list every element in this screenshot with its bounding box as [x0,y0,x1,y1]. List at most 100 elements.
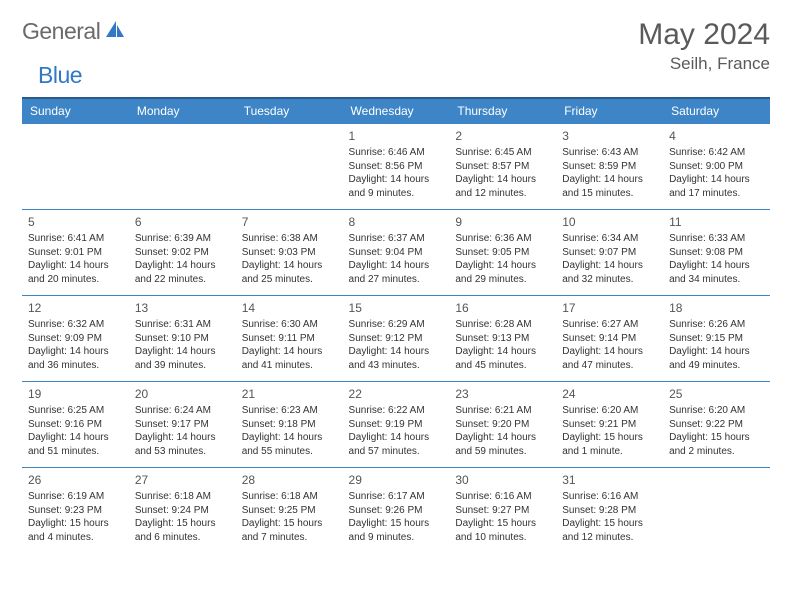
calendar-cell: 28Sunrise: 6:18 AMSunset: 9:25 PMDayligh… [236,468,343,554]
daylight-line: Daylight: 14 hours and 22 minutes. [135,259,230,286]
sunset-line: Sunset: 9:04 PM [349,246,444,260]
day-number: 2 [455,128,550,144]
calendar-cell: 27Sunrise: 6:18 AMSunset: 9:24 PMDayligh… [129,468,236,554]
day-number: 3 [562,128,657,144]
sunrise-line: Sunrise: 6:32 AM [28,318,123,332]
calendar-week-row: 26Sunrise: 6:19 AMSunset: 9:23 PMDayligh… [22,468,770,554]
calendar-cell: 3Sunrise: 6:43 AMSunset: 8:59 PMDaylight… [556,124,663,210]
sunset-line: Sunset: 8:57 PM [455,160,550,174]
sunrise-line: Sunrise: 6:42 AM [669,146,764,160]
day-number: 21 [242,386,337,402]
sunrise-line: Sunrise: 6:19 AM [28,490,123,504]
sunrise-line: Sunrise: 6:37 AM [349,232,444,246]
daylight-line: Daylight: 15 hours and 6 minutes. [135,517,230,544]
calendar-cell: 1Sunrise: 6:46 AMSunset: 8:56 PMDaylight… [343,124,450,210]
sunset-line: Sunset: 9:11 PM [242,332,337,346]
sunset-line: Sunset: 9:28 PM [562,504,657,518]
calendar-cell: 26Sunrise: 6:19 AMSunset: 9:23 PMDayligh… [22,468,129,554]
sunset-line: Sunset: 9:09 PM [28,332,123,346]
sunset-line: Sunset: 9:14 PM [562,332,657,346]
calendar-cell: 23Sunrise: 6:21 AMSunset: 9:20 PMDayligh… [449,382,556,468]
daylight-line: Daylight: 15 hours and 2 minutes. [669,431,764,458]
sunrise-line: Sunrise: 6:24 AM [135,404,230,418]
calendar-cell: 25Sunrise: 6:20 AMSunset: 9:22 PMDayligh… [663,382,770,468]
day-number: 30 [455,472,550,488]
sunrise-line: Sunrise: 6:34 AM [562,232,657,246]
daylight-line: Daylight: 14 hours and 53 minutes. [135,431,230,458]
calendar-cell: 21Sunrise: 6:23 AMSunset: 9:18 PMDayligh… [236,382,343,468]
calendar-cell: 14Sunrise: 6:30 AMSunset: 9:11 PMDayligh… [236,296,343,382]
calendar-week-row: 1Sunrise: 6:46 AMSunset: 8:56 PMDaylight… [22,124,770,210]
calendar-cell: 4 Sunrise: 6:42 AMSunset: 9:00 PMDaylight… [663,124,770,210]
sunrise-line: Sunrise: 6:23 AM [242,404,337,418]
sunset-line: Sunset: 9:01 PM [28,246,123,260]
calendar-cell [22,124,129,210]
day-number: 24 [562,386,657,402]
daylight-line: Daylight: 14 hours and 20 minutes. [28,259,123,286]
calendar-week-row: 5Sunrise: 6:41 AMSunset: 9:01 PMDaylight… [22,210,770,296]
sunrise-line: Sunrise: 6:36 AM [455,232,550,246]
calendar-cell: 16 Sunrise: 6:28 AMSunset: 9:13 PMDayligh… [449,296,556,382]
calendar-table: SundayMondayTuesdayWednesdayThursdayFrid… [22,97,770,554]
sunrise-line: Sunrise: 6:45 AM [455,146,550,160]
sunset-line: Sunset: 9:03 PM [242,246,337,260]
sunset-line: Sunset: 9:08 PM [669,246,764,260]
day-number: 15 [349,300,444,316]
day-number: 10 [562,214,657,230]
day-number: 7 [242,214,337,230]
sunset-line: Sunset: 9:13 PM [455,332,550,346]
sunrise-line: Sunrise: 6:39 AM [135,232,230,246]
day-number: 11 [669,214,764,230]
sunrise-line: Sunrise: 6:18 AM [135,490,230,504]
sunrise-line: Sunrise: 6:25 AM [28,404,123,418]
day-number: 14 [242,300,337,316]
day-number: 16 [455,300,550,316]
calendar-cell [129,124,236,210]
sunrise-line: Sunrise: 6:26 AM [669,318,764,332]
sunset-line: Sunset: 9:21 PM [562,418,657,432]
day-number: 9 [455,214,550,230]
daylight-line: Daylight: 15 hours and 1 minute. [562,431,657,458]
day-number: 31 [562,472,657,488]
weekday-header: Sunday [22,98,129,124]
sunrise-line: Sunrise: 6:28 AM [455,318,550,332]
weekday-header: Friday [556,98,663,124]
weekday-header: Thursday [449,98,556,124]
sunrise-line: Sunrise: 6:33 AM [669,232,764,246]
calendar-week-row: 19Sunrise: 6:25 AMSunset: 9:16 PMDayligh… [22,382,770,468]
sunrise-line: Sunrise: 6:17 AM [349,490,444,504]
sunset-line: Sunset: 9:15 PM [669,332,764,346]
sunrise-line: Sunrise: 6:41 AM [28,232,123,246]
daylight-line: Daylight: 14 hours and 17 minutes. [669,173,764,200]
daylight-line: Daylight: 14 hours and 55 minutes. [242,431,337,458]
sunset-line: Sunset: 9:17 PM [135,418,230,432]
calendar-cell: 6Sunrise: 6:39 AMSunset: 9:02 PMDaylight… [129,210,236,296]
sunrise-line: Sunrise: 6:16 AM [562,490,657,504]
calendar-cell: 17Sunrise: 6:27 AMSunset: 9:14 PMDayligh… [556,296,663,382]
day-number: 20 [135,386,230,402]
day-number: 12 [28,300,123,316]
calendar-cell: 15Sunrise: 6:29 AMSunset: 9:12 PMDayligh… [343,296,450,382]
sunset-line: Sunset: 9:00 PM [669,160,764,174]
calendar-cell: 2Sunrise: 6:45 AMSunset: 8:57 PMDaylight… [449,124,556,210]
calendar-cell: 19Sunrise: 6:25 AMSunset: 9:16 PMDayligh… [22,382,129,468]
calendar-cell: 5Sunrise: 6:41 AMSunset: 9:01 PMDaylight… [22,210,129,296]
brand-name-a: General [22,18,100,45]
calendar-cell: 12Sunrise: 6:32 AMSunset: 9:09 PMDayligh… [22,296,129,382]
day-number: 28 [242,472,337,488]
daylight-line: Daylight: 15 hours and 4 minutes. [28,517,123,544]
brand-sail-icon [104,19,126,44]
daylight-line: Daylight: 15 hours and 9 minutes. [349,517,444,544]
calendar-cell: 30Sunrise: 6:16 AMSunset: 9:27 PMDayligh… [449,468,556,554]
daylight-line: Daylight: 14 hours and 32 minutes. [562,259,657,286]
daylight-line: Daylight: 14 hours and 9 minutes. [349,173,444,200]
day-number: 4 [669,128,764,144]
sunrise-line: Sunrise: 6:31 AM [135,318,230,332]
sunrise-line: Sunrise: 6:30 AM [242,318,337,332]
day-number: 25 [669,386,764,402]
calendar-cell: 11Sunrise: 6:33 AMSunset: 9:08 PMDayligh… [663,210,770,296]
daylight-line: Daylight: 14 hours and 45 minutes. [455,345,550,372]
daylight-line: Daylight: 14 hours and 51 minutes. [28,431,123,458]
day-number: 6 [135,214,230,230]
calendar-cell: 18Sunrise: 6:26 AMSunset: 9:15 PMDayligh… [663,296,770,382]
